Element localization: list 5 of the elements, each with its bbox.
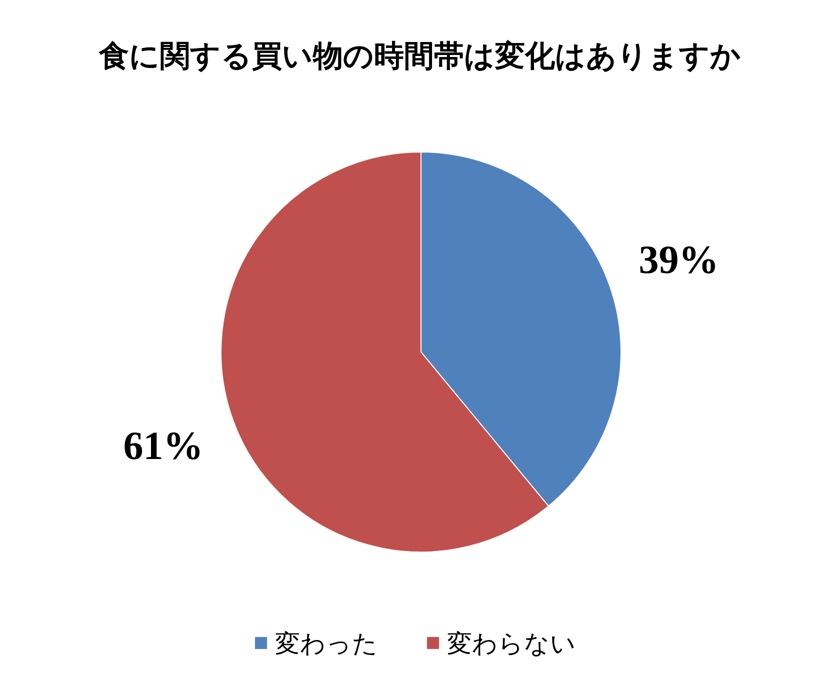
- data-label: 39%: [638, 237, 719, 282]
- legend-label: 変わらない: [447, 629, 576, 658]
- legend-label: 変わった: [275, 629, 378, 658]
- chart-title: 食に関する買い物の時間帯は変化はありますか: [98, 39, 741, 74]
- data-label: 61%: [123, 422, 204, 468]
